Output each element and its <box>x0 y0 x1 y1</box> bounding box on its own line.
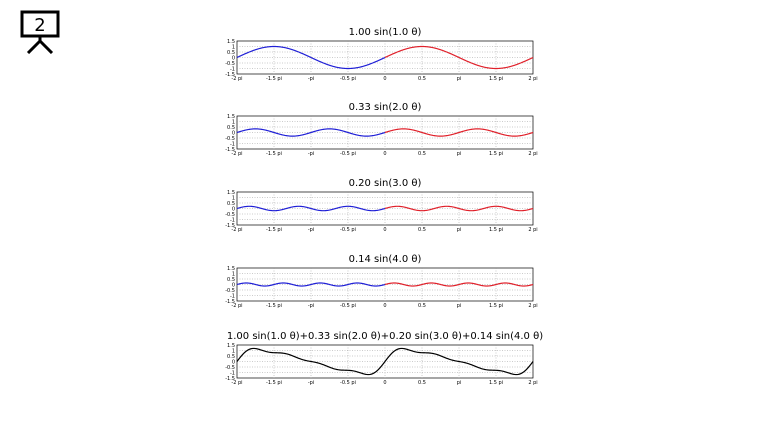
y-tick-label: 1 <box>232 195 235 201</box>
series-line-negative <box>236 128 386 137</box>
y-tick-label: 1.5 <box>227 266 235 272</box>
x-tick-label: -0.5 pi <box>340 380 356 386</box>
y-tick-label: 0.5 <box>227 354 235 360</box>
x-tick-label: 1.5 pi <box>489 303 503 309</box>
y-tick-label: 1.5 <box>227 114 235 120</box>
y-tick-label: -1 <box>230 217 235 223</box>
x-tick-label: -pi <box>308 151 314 157</box>
x-tick-label: -2 pi <box>231 76 242 82</box>
x-tick-label: 2 pi <box>528 76 537 82</box>
chart-title: 1.00 sin(1.0 θ)+0.33 sin(2.0 θ)+0.20 sin… <box>227 331 543 342</box>
y-tick-label: 0 <box>232 55 235 61</box>
series-line-positive <box>384 128 534 137</box>
x-tick-label: pi <box>457 380 462 386</box>
x-tick-label: 2 pi <box>528 227 537 233</box>
y-tick-label: -1.5 <box>225 147 235 153</box>
x-tick-label: -pi <box>308 76 314 82</box>
series-line-positive <box>384 282 534 287</box>
y-tick-label: 0 <box>232 359 235 365</box>
slide-number-icon: 2 <box>20 10 60 54</box>
x-tick-label: pi <box>457 227 462 233</box>
x-tick-label: -pi <box>308 303 314 309</box>
x-tick-label: 1.5 pi <box>489 151 503 157</box>
x-tick-label: -2 pi <box>231 380 242 386</box>
series-line-negative <box>236 282 386 287</box>
series-line-positive <box>384 205 534 212</box>
x-tick-label: 0 <box>383 76 386 82</box>
x-tick-label: 1.5 pi <box>489 227 503 233</box>
y-tick-label: -1.5 <box>225 376 235 382</box>
x-tick-label: pi <box>457 151 462 157</box>
x-tick-label: -0.5 pi <box>340 76 356 82</box>
y-tick-label: 1 <box>232 271 235 277</box>
y-tick-label: -0.5 <box>225 288 235 294</box>
y-tick-label: 0 <box>232 282 235 288</box>
y-tick-label: 0.5 <box>227 125 235 131</box>
y-tick-label: -0.5 <box>225 136 235 142</box>
x-tick-label: 0.5 <box>418 380 426 386</box>
chart-title: 1.00 sin(1.0 θ) <box>349 27 422 38</box>
y-tick-label: -1 <box>230 370 235 376</box>
x-tick-label: 0 <box>383 303 386 309</box>
x-tick-label: -1.5 pi <box>266 380 282 386</box>
y-tick-label: 1 <box>232 44 235 50</box>
x-tick-label: -1.5 pi <box>266 151 282 157</box>
x-tick-label: 2 pi <box>528 380 537 386</box>
slide-stand-right-leg <box>38 39 54 54</box>
x-tick-label: -0.5 pi <box>340 303 356 309</box>
x-tick-label: -1.5 pi <box>266 76 282 82</box>
y-tick-label: 1.5 <box>227 39 235 45</box>
chart-title: 0.14 sin(4.0 θ) <box>349 254 422 265</box>
x-tick-label: -1.5 pi <box>266 303 282 309</box>
x-tick-label: -pi <box>308 227 314 233</box>
x-tick-label: -1.5 pi <box>266 227 282 233</box>
y-tick-label: 0.5 <box>227 201 235 207</box>
x-tick-label: 2 pi <box>528 151 537 157</box>
y-tick-label: 1.5 <box>227 343 235 349</box>
x-tick-label: 0.5 <box>418 76 426 82</box>
y-tick-label: 1 <box>232 348 235 354</box>
series-line-negative <box>236 45 386 70</box>
y-tick-label: 1 <box>232 119 235 125</box>
y-tick-label: 1.5 <box>227 190 235 196</box>
x-tick-label: 1.5 pi <box>489 380 503 386</box>
x-tick-label: -2 pi <box>231 227 242 233</box>
x-tick-label: 0.5 <box>418 227 426 233</box>
series-line-positive <box>384 45 534 70</box>
x-tick-label: -0.5 pi <box>340 227 356 233</box>
x-tick-label: 0.5 <box>418 303 426 309</box>
x-tick-label: -0.5 pi <box>340 151 356 157</box>
y-tick-label: -1 <box>230 66 235 72</box>
y-tick-label: 0 <box>232 130 235 136</box>
y-tick-label: 0 <box>232 206 235 212</box>
y-tick-label: -0.5 <box>225 212 235 218</box>
x-tick-label: 0 <box>383 151 386 157</box>
y-tick-label: -1 <box>230 293 235 299</box>
chart-title: 0.33 sin(2.0 θ) <box>349 102 422 113</box>
x-tick-label: 1.5 pi <box>489 76 503 82</box>
x-tick-label: -2 pi <box>231 303 242 309</box>
y-tick-label: -0.5 <box>225 61 235 67</box>
y-tick-label: -0.5 <box>225 365 235 371</box>
x-tick-label: pi <box>457 303 462 309</box>
slide-number: 2 <box>34 15 45 36</box>
y-tick-label: 0.5 <box>227 277 235 283</box>
x-tick-label: 0 <box>383 380 386 386</box>
y-tick-label: -1.5 <box>225 299 235 305</box>
x-tick-label: pi <box>457 76 462 82</box>
y-tick-label: 0.5 <box>227 50 235 56</box>
x-tick-label: 0.5 <box>418 151 426 157</box>
y-tick-label: -1.5 <box>225 72 235 78</box>
x-tick-label: 0 <box>383 227 386 233</box>
slide-stand-left-leg <box>26 39 42 54</box>
y-tick-label: -1 <box>230 141 235 147</box>
series-line-negative <box>236 205 386 212</box>
series-line-sum <box>236 347 534 376</box>
chart-title: 0.20 sin(3.0 θ) <box>349 178 422 189</box>
x-tick-label: 2 pi <box>528 303 537 309</box>
x-tick-label: -pi <box>308 380 314 386</box>
x-tick-label: -2 pi <box>231 151 242 157</box>
y-tick-label: -1.5 <box>225 223 235 229</box>
